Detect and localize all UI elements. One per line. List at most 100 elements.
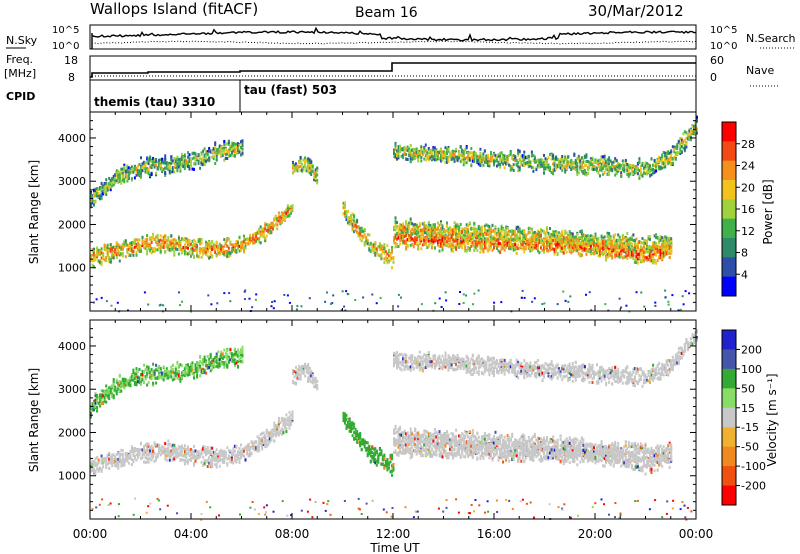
data-cell (606, 242, 609, 246)
data-cell (462, 235, 465, 239)
data-cell (141, 241, 144, 245)
data-cell (550, 157, 553, 161)
data-cell (99, 197, 102, 201)
data-cell (432, 225, 435, 229)
data-cell (365, 239, 368, 243)
data-cell (371, 245, 374, 249)
data-cell (205, 250, 208, 254)
data-cell (433, 246, 436, 250)
data-cell (159, 238, 162, 242)
data-cell (580, 246, 583, 250)
data-cell (664, 245, 667, 249)
data-cell (400, 229, 403, 233)
data-cell (461, 242, 464, 246)
data-cell (550, 153, 553, 157)
data-cell (277, 216, 280, 219)
data-cell (486, 164, 489, 167)
data-cell (114, 245, 117, 249)
data-cell (503, 238, 506, 242)
data-cell (240, 245, 242, 249)
data-cell (471, 227, 474, 231)
data-cell (520, 163, 523, 167)
data-cell (132, 167, 135, 171)
data-cell (93, 200, 95, 204)
data-cell (304, 159, 307, 163)
freq-panel: Freq. [MHz] 18 8 60 0 Nave (4, 53, 778, 87)
data-cell (603, 250, 606, 254)
data-cell (171, 243, 174, 247)
data-cell (540, 233, 542, 237)
data-cell (152, 163, 155, 167)
data-cell (620, 240, 623, 244)
data-cell (150, 241, 153, 244)
data-cell (661, 249, 664, 253)
data-cell (241, 139, 244, 143)
data-cell (500, 235, 503, 239)
data-cell (473, 231, 476, 235)
data-cell (427, 244, 430, 248)
data-cell (167, 238, 170, 242)
data-cell (402, 156, 405, 160)
data-cell (655, 235, 658, 239)
data-cell (476, 248, 479, 252)
data-cell (593, 249, 595, 253)
data-cell (188, 164, 191, 168)
data-cell (488, 157, 491, 161)
data-cell (486, 159, 489, 163)
data-cell (553, 252, 556, 256)
data-cell (430, 231, 433, 235)
data-cell (274, 214, 277, 218)
data-cell (130, 241, 133, 245)
data-cell (450, 157, 453, 161)
data-cell (532, 166, 535, 170)
data-cell (656, 247, 659, 251)
data-cell (488, 238, 491, 242)
data-cell (440, 150, 442, 154)
data-cell (126, 250, 129, 254)
data-cell (547, 231, 550, 235)
data-cell (185, 237, 188, 241)
data-cell (165, 245, 168, 249)
data-cell (412, 151, 415, 155)
data-cell (347, 216, 349, 220)
data-cell (488, 243, 491, 247)
data-cell (372, 244, 375, 248)
data-cell (473, 150, 476, 154)
data-cell (414, 148, 417, 152)
data-cell (397, 149, 400, 153)
data-cell (408, 147, 411, 151)
data-cell (549, 152, 551, 156)
data-cell (647, 235, 650, 239)
data-cell (524, 156, 527, 160)
data-cell (649, 237, 651, 241)
data-cell (597, 247, 600, 251)
data-cell (214, 243, 217, 247)
data-cell (146, 167, 149, 171)
data-cell (565, 242, 568, 246)
data-cell (630, 253, 633, 257)
data-cell (211, 149, 214, 153)
data-cell (427, 146, 430, 150)
data-cell (409, 232, 412, 235)
data-cell (450, 243, 453, 247)
data-cell (464, 161, 467, 165)
data-cell (508, 229, 511, 233)
data-cell (562, 245, 565, 249)
data-cell (483, 246, 486, 250)
data-cell (143, 240, 145, 244)
data-cell (549, 227, 551, 230)
data-cell (440, 242, 442, 246)
data-cell (212, 247, 215, 250)
data-cell (611, 245, 614, 249)
data-cell (608, 238, 611, 242)
data-cell (314, 177, 317, 181)
data-cell (301, 168, 304, 172)
data-cell (418, 235, 421, 238)
data-cell (564, 240, 567, 244)
data-cell (491, 159, 494, 163)
data-cell (183, 252, 186, 256)
data-cell (211, 245, 214, 249)
data-cell (579, 246, 582, 250)
data-cell (593, 252, 595, 256)
data-cell (606, 252, 609, 256)
